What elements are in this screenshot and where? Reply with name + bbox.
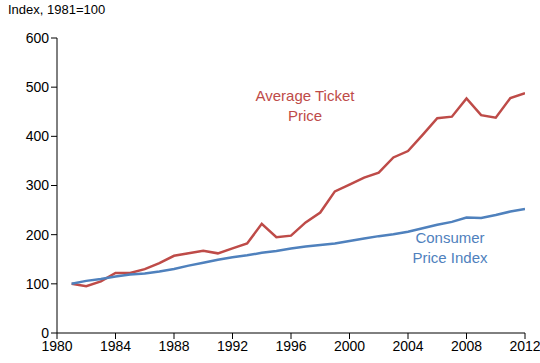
svg-text:100: 100 [26, 276, 50, 292]
svg-text:300: 300 [26, 177, 50, 193]
html-text:Average Ticket Price: Average Ticket Price [255, 87, 355, 124]
svg-text:2004: 2004 [392, 338, 423, 354]
svg-text:600: 600 [26, 30, 50, 46]
svg-text:500: 500 [26, 79, 50, 95]
svg-text:400: 400 [26, 128, 50, 144]
svg-text:1996: 1996 [275, 338, 306, 354]
svg-text:2012: 2012 [509, 338, 532, 354]
svg-text:1992: 1992 [217, 338, 248, 354]
svg-text:0: 0 [41, 325, 49, 341]
svg-text:1984: 1984 [100, 338, 131, 354]
html-text:Index, 1981=100: Index, 1981=100 [8, 2, 106, 17]
html-text:Consumer Price Index: Consumer Price Index [412, 229, 488, 266]
svg-text:2008: 2008 [451, 338, 482, 354]
svg-text:200: 200 [26, 227, 50, 243]
svg-text:1988: 1988 [158, 338, 189, 354]
svg-text:1980: 1980 [41, 337, 73, 354]
svg-text:2000: 2000 [334, 338, 365, 354]
